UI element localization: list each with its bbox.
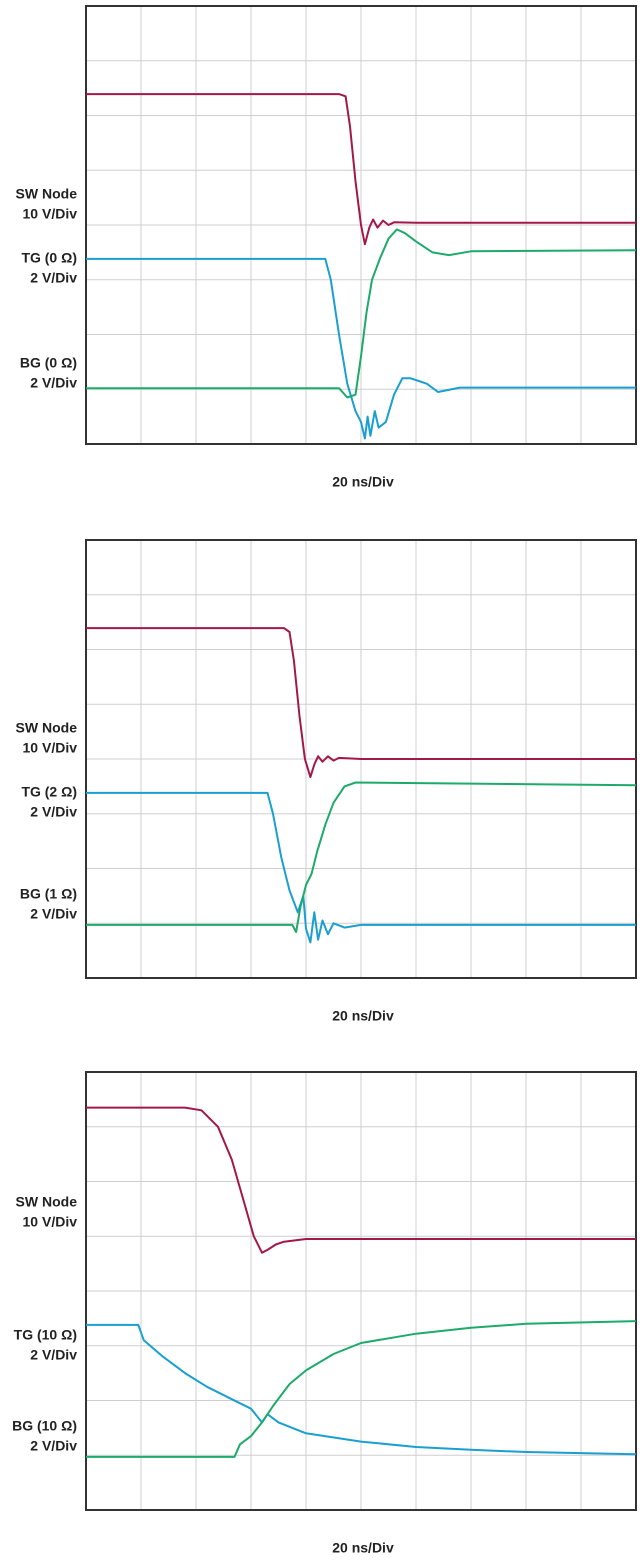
x-axis-label: 20 ns/Div [332, 1008, 394, 1024]
channel-scale: 2 V/Div [30, 270, 77, 286]
trace [86, 1320, 637, 1458]
channel-scale: 10 V/Div [23, 206, 78, 222]
channel-name: SW Node [16, 186, 78, 202]
channel-scale: 2 V/Div [30, 375, 77, 391]
channel-name: BG (0 Ω) [20, 355, 77, 371]
channel-scale: 10 V/Div [23, 740, 78, 756]
channel-name: SW Node [16, 1194, 78, 1210]
plot-frame [85, 5, 637, 445]
channel-name: TG (2 Ω) [21, 784, 77, 800]
channel-name: TG (0 Ω) [21, 250, 77, 266]
channel-scale: 2 V/Div [30, 804, 77, 820]
trace [86, 1106, 636, 1254]
trace [86, 93, 636, 246]
channel-scale: 2 V/Div [30, 1347, 77, 1363]
plot-frame [85, 1071, 637, 1511]
channel-name: BG (10 Ω) [12, 1418, 77, 1434]
channel-scale: 2 V/Div [30, 906, 77, 922]
trace [86, 228, 637, 399]
trace [86, 257, 636, 440]
trace [86, 627, 636, 779]
trace [86, 781, 637, 933]
x-axis-label: 20 ns/Div [332, 474, 394, 490]
x-axis-label: 20 ns/Div [332, 1540, 394, 1556]
trace [86, 791, 636, 944]
channel-scale: 10 V/Div [23, 1214, 78, 1230]
channel-name: BG (1 Ω) [20, 886, 77, 902]
channel-name: SW Node [16, 720, 78, 736]
channel-scale: 2 V/Div [30, 1438, 77, 1454]
channel-name: TG (10 Ω) [14, 1327, 77, 1343]
